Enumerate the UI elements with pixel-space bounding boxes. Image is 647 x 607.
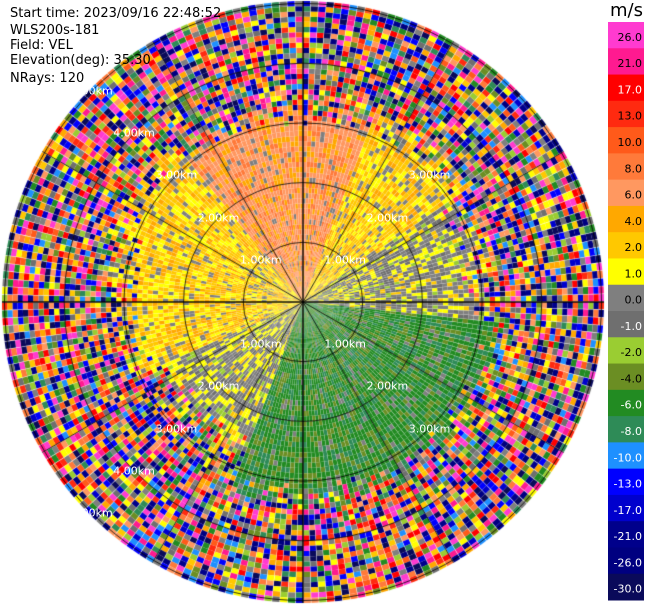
colorbar-tick-label: -10.0 xyxy=(614,451,642,464)
range-ring-label: 3.00km xyxy=(155,422,198,436)
colorbar-swatch xyxy=(608,311,644,338)
station-label: WLS200s-181 xyxy=(10,23,100,38)
colorbar-swatch xyxy=(608,258,644,286)
colorbar-tick-label: -4.0 xyxy=(621,372,642,385)
colorbar-swatch xyxy=(608,416,644,443)
colorbar-tick-label: 0.0 xyxy=(625,294,643,307)
colorbar-tick-label: 6.0 xyxy=(625,189,643,202)
colorbar-swatch xyxy=(608,100,644,128)
ppi-plot-area xyxy=(0,0,606,607)
colorbar-tick-label: -13.0 xyxy=(614,478,642,491)
range-ring-label: 5.00km xyxy=(71,506,113,520)
range-ring-label: 3.00km xyxy=(155,168,198,182)
velocity-colorbar: 26.0 21.0 17.0 13.0 10.0 8.0 6.0 4.0 2.0 1.0 0.0 -1… xyxy=(608,22,644,601)
colorbar-tick-label: 21.0 xyxy=(618,57,643,70)
range-ring-label: 2.00km xyxy=(197,211,240,225)
range-ring-label: 1.00km xyxy=(240,253,282,267)
colorbar-swatch xyxy=(608,284,644,312)
range-ring-label: 4.00km xyxy=(113,464,155,478)
colorbar-swatch xyxy=(608,363,644,391)
nrays-label: NRays: 120 xyxy=(10,71,85,86)
colorbar-swatch xyxy=(608,205,644,233)
start-time-label: Start time: 2023/09/16 22:48:52 xyxy=(10,6,222,21)
elevation-label: Elevation(deg): 35.30 xyxy=(10,53,151,68)
range-ring-label: 3.00km xyxy=(408,422,451,436)
range-ring-label: 2.00km xyxy=(366,379,409,393)
colorbar-tick-label: -17.0 xyxy=(614,504,642,517)
colorbar-tick-label: 4.0 xyxy=(625,215,643,228)
colorbar-tick-label: 2.0 xyxy=(625,241,643,254)
colorbar-tick-label: 26.0 xyxy=(618,31,643,44)
colorbar-tick-label: 8.0 xyxy=(625,162,643,175)
colorbar-swatch xyxy=(608,337,644,365)
colorbar-tick-label: -2.0 xyxy=(621,346,642,359)
colorbar-swatch xyxy=(608,468,644,496)
range-ring-label: 1.00km xyxy=(324,337,366,351)
colorbar-swatch xyxy=(608,153,644,181)
range-ring-label: 1.00km xyxy=(240,337,282,351)
colorbar-swatch xyxy=(608,442,644,470)
colorbar-tick-label: -1.0 xyxy=(621,320,642,333)
colorbar-swatch xyxy=(608,232,644,259)
colorbar-swatch xyxy=(608,494,644,522)
colorbar-swatch xyxy=(608,547,644,575)
field-label: Field: VEL xyxy=(10,38,73,53)
colorbar-tick-label: -8.0 xyxy=(621,425,642,438)
colorbar-tick-label: 13.0 xyxy=(618,110,643,123)
range-ring-label: 5.00km xyxy=(71,84,113,98)
colorbar-unit: m/s xyxy=(610,0,643,21)
colorbar-swatch xyxy=(608,521,644,548)
range-ring-label: 3.00km xyxy=(408,168,451,182)
colorbar-tick-label: 10.0 xyxy=(618,136,643,149)
colorbar-swatch xyxy=(608,22,644,49)
colorbar-swatch xyxy=(608,389,644,417)
colorbar-tick-label: -26.0 xyxy=(614,556,642,569)
colorbar-swatch xyxy=(608,48,644,76)
colorbar-swatch xyxy=(608,573,644,601)
colorbar-tick-label: -30.0 xyxy=(614,583,642,596)
range-ring-label: 4.00km xyxy=(113,126,155,140)
colorbar-tick-label: -21.0 xyxy=(614,530,642,543)
colorbar-swatch xyxy=(608,74,644,102)
range-ring-label: 2.00km xyxy=(197,379,240,393)
colorbar-tick-label: -6.0 xyxy=(621,399,642,412)
colorbar-tick-label: 17.0 xyxy=(618,83,643,96)
range-ring-label: 2.00km xyxy=(366,211,409,225)
colorbar-swatch xyxy=(608,127,644,154)
range-ring-label: 1.00km xyxy=(324,253,366,267)
colorbar-swatch xyxy=(608,179,644,207)
colorbar-tick-label: 1.0 xyxy=(625,267,643,280)
